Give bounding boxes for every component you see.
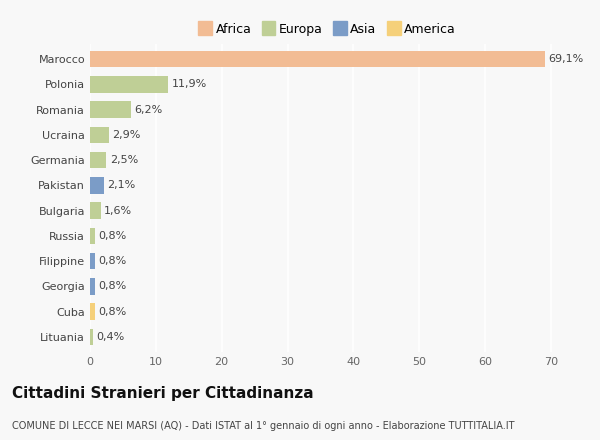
Bar <box>90 329 92 345</box>
Text: COMUNE DI LECCE NEI MARSI (AQ) - Dati ISTAT al 1° gennaio di ogni anno - Elabora: COMUNE DI LECCE NEI MARSI (AQ) - Dati IS… <box>12 421 515 431</box>
Text: 6,2%: 6,2% <box>134 105 163 115</box>
Text: 0,8%: 0,8% <box>98 256 127 266</box>
Text: 0,8%: 0,8% <box>98 307 127 317</box>
Bar <box>90 278 95 294</box>
Bar <box>90 152 106 169</box>
Text: 0,4%: 0,4% <box>96 332 124 342</box>
Bar <box>90 51 545 67</box>
Text: 0,8%: 0,8% <box>98 281 127 291</box>
Bar <box>90 202 101 219</box>
Text: 2,9%: 2,9% <box>112 130 141 140</box>
Text: 69,1%: 69,1% <box>548 54 583 64</box>
Text: 2,5%: 2,5% <box>110 155 138 165</box>
Bar <box>90 253 95 269</box>
Text: 2,1%: 2,1% <box>107 180 136 191</box>
Bar <box>90 177 104 194</box>
Text: 11,9%: 11,9% <box>172 79 207 89</box>
Bar <box>90 76 169 92</box>
Bar <box>90 102 131 118</box>
Bar <box>90 304 95 320</box>
Bar <box>90 227 95 244</box>
Text: 0,8%: 0,8% <box>98 231 127 241</box>
Bar <box>90 127 109 143</box>
Legend: Africa, Europa, Asia, America: Africa, Europa, Asia, America <box>194 19 460 40</box>
Text: 1,6%: 1,6% <box>104 205 132 216</box>
Text: Cittadini Stranieri per Cittadinanza: Cittadini Stranieri per Cittadinanza <box>12 386 314 401</box>
